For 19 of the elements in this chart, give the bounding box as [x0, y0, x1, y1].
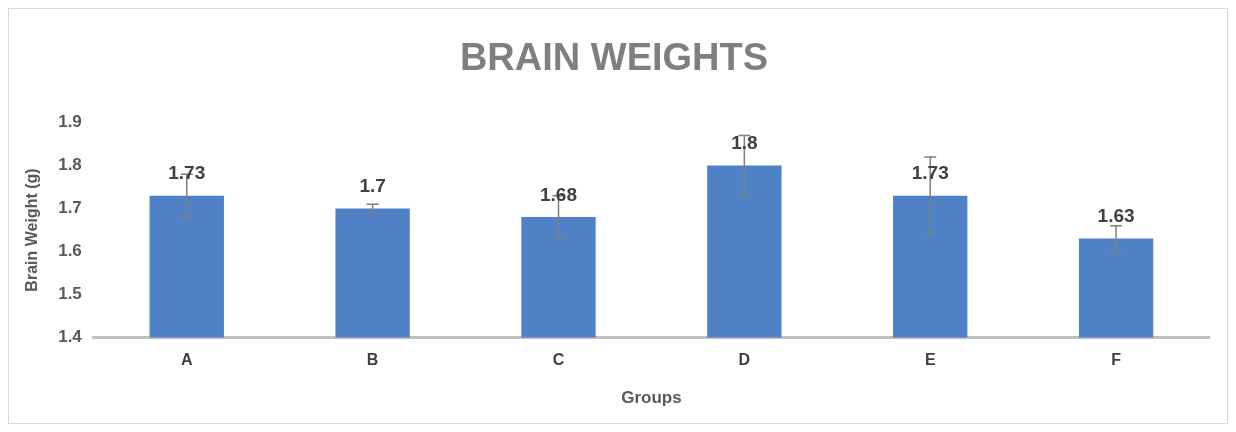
y-tick-label: 1.5: [58, 284, 82, 304]
x-axis-title: Groups: [621, 388, 682, 408]
y-tick-label: 1.8: [58, 155, 82, 175]
x-tick-label: E: [924, 351, 936, 369]
data-label: 1.7: [359, 175, 386, 197]
data-label: 1.63: [1097, 205, 1135, 227]
data-label: 1.73: [168, 162, 206, 184]
y-axis-title: Brain Weight (g): [23, 168, 41, 292]
y-tick-label: 1.4: [58, 327, 83, 347]
y-tick-label: 1.9: [58, 112, 82, 132]
x-tick-label: D: [738, 351, 751, 369]
x-tick-label: B: [366, 351, 379, 369]
x-tick-label: F: [1111, 351, 1122, 369]
y-tick-label: 1.6: [58, 241, 82, 261]
x-tick-label: C: [552, 351, 565, 369]
data-label: 1.68: [539, 183, 577, 205]
chart-title: BRAIN WEIGHTS: [459, 36, 769, 79]
x-tick-label: A: [180, 351, 193, 369]
y-tick-label: 1.7: [58, 198, 82, 218]
